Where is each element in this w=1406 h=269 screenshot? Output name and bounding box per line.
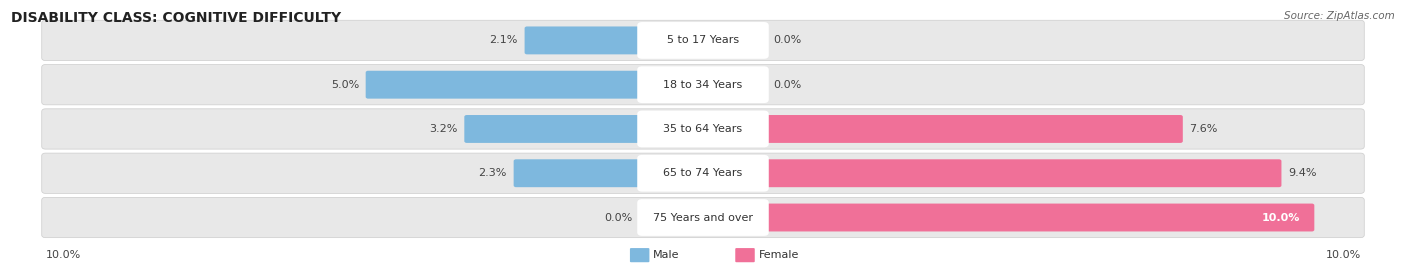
FancyBboxPatch shape	[42, 20, 1364, 61]
FancyBboxPatch shape	[366, 71, 644, 99]
Text: 9.4%: 9.4%	[1288, 168, 1316, 178]
Text: 75 Years and over: 75 Years and over	[652, 213, 754, 222]
FancyBboxPatch shape	[762, 159, 1281, 187]
Text: 35 to 64 Years: 35 to 64 Years	[664, 124, 742, 134]
FancyBboxPatch shape	[637, 199, 769, 236]
FancyBboxPatch shape	[42, 197, 1364, 238]
FancyBboxPatch shape	[637, 66, 769, 103]
Text: Male: Male	[652, 250, 679, 260]
Text: 18 to 34 Years: 18 to 34 Years	[664, 80, 742, 90]
FancyBboxPatch shape	[513, 159, 644, 187]
Text: 10.0%: 10.0%	[1261, 213, 1299, 222]
Text: DISABILITY CLASS: COGNITIVE DIFFICULTY: DISABILITY CLASS: COGNITIVE DIFFICULTY	[11, 11, 342, 25]
FancyBboxPatch shape	[735, 248, 755, 262]
Text: 10.0%: 10.0%	[45, 250, 80, 260]
FancyBboxPatch shape	[762, 204, 1315, 231]
Text: 7.6%: 7.6%	[1189, 124, 1218, 134]
Text: Source: ZipAtlas.com: Source: ZipAtlas.com	[1284, 11, 1395, 21]
Text: 0.0%: 0.0%	[773, 80, 801, 90]
Text: 65 to 74 Years: 65 to 74 Years	[664, 168, 742, 178]
Text: 5.0%: 5.0%	[330, 80, 359, 90]
FancyBboxPatch shape	[630, 248, 650, 262]
Text: 2.3%: 2.3%	[478, 168, 508, 178]
FancyBboxPatch shape	[42, 153, 1364, 193]
Text: 5 to 17 Years: 5 to 17 Years	[666, 36, 740, 45]
Text: 3.2%: 3.2%	[429, 124, 457, 134]
FancyBboxPatch shape	[42, 109, 1364, 149]
Text: 10.0%: 10.0%	[1326, 250, 1361, 260]
Text: 2.1%: 2.1%	[489, 36, 517, 45]
FancyBboxPatch shape	[464, 115, 644, 143]
FancyBboxPatch shape	[42, 65, 1364, 105]
FancyBboxPatch shape	[637, 22, 769, 59]
FancyBboxPatch shape	[637, 111, 769, 147]
FancyBboxPatch shape	[524, 26, 644, 54]
FancyBboxPatch shape	[762, 115, 1182, 143]
Text: Female: Female	[758, 250, 799, 260]
Text: 0.0%: 0.0%	[605, 213, 633, 222]
Text: 0.0%: 0.0%	[773, 36, 801, 45]
FancyBboxPatch shape	[637, 155, 769, 192]
